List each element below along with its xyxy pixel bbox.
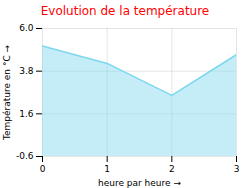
- svg-text:6.0: 6.0: [19, 23, 34, 33]
- svg-text:1: 1: [104, 164, 110, 174]
- html-text:Evolution de la température: Evolution de la température: [40, 4, 210, 18]
- svg-text:heure par heure →: heure par heure →: [98, 178, 181, 188]
- svg-text:3: 3: [234, 164, 240, 174]
- svg-text:1.6: 1.6: [19, 109, 34, 119]
- svg-text:-0.6: -0.6: [16, 151, 34, 161]
- svg-text:2: 2: [169, 164, 175, 174]
- svg-text:Température en °C →: Température en °C →: [2, 44, 12, 141]
- svg-text:0: 0: [40, 164, 46, 174]
- svg-text:3.8: 3.8: [19, 66, 34, 76]
